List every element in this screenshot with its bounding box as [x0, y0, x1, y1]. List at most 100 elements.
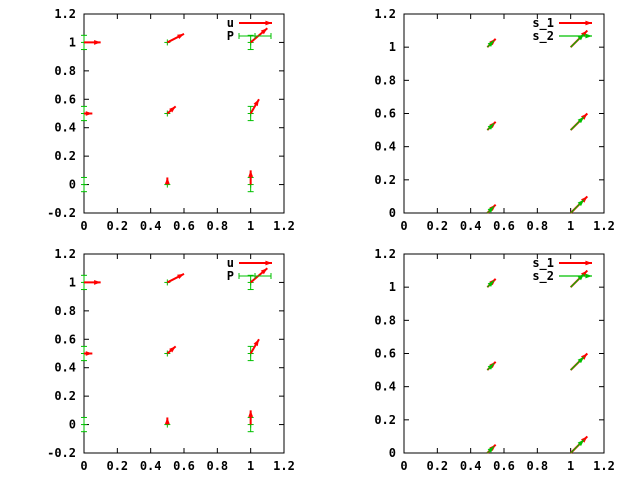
vector-arrow-s_2-head — [487, 123, 494, 130]
y-tick-label: -0.2 — [47, 206, 76, 220]
vector-arrow-s_2-head — [487, 40, 494, 47]
vector-arrow-u-head — [169, 106, 176, 113]
y-tick-label: 0.4 — [54, 121, 76, 135]
vector-arrow-u-head — [164, 417, 170, 425]
y-tick-label: -0.2 — [47, 446, 76, 460]
vector-arrow-u-head — [164, 177, 170, 185]
y-tick-label: 0.2 — [54, 389, 76, 403]
x-tick-label: 0.2 — [426, 459, 448, 473]
x-tick-label: 1.2 — [593, 219, 615, 233]
legend-label: P — [227, 269, 234, 283]
x-tick-label: 0 — [400, 459, 407, 473]
x-tick-label: 0.4 — [460, 459, 482, 473]
y-tick-label: 0.6 — [54, 92, 76, 106]
y-tick-label: 1 — [389, 280, 396, 294]
x-tick-label: 0.8 — [526, 459, 548, 473]
vector-arrow-u-head — [248, 410, 254, 417]
y-tick-label: 0.6 — [374, 107, 396, 121]
vector-arrow-u-head — [253, 339, 259, 347]
y-tick-label: 0.4 — [374, 380, 396, 394]
y-tick-label: 1.2 — [374, 7, 396, 21]
x-tick-label: 1 — [567, 219, 574, 233]
x-tick-label: 0.4 — [460, 219, 482, 233]
vector-arrow-s_1-head — [580, 30, 588, 37]
y-tick-label: 0.6 — [374, 347, 396, 361]
y-tick-label: 0 — [69, 418, 76, 432]
y-tick-label: 0.2 — [374, 173, 396, 187]
vector-arrow-s_2-head — [487, 280, 494, 287]
x-tick-label: 0.8 — [526, 219, 548, 233]
vector-arrow-u-head — [248, 170, 254, 177]
vector-arrow-s_1-head — [580, 196, 588, 203]
vector-arrow-u-head — [177, 33, 184, 40]
vector-arrow-u-head — [85, 351, 93, 356]
subplot-top-left: 0 0.2 0.4 0.6 0.8 1 1.2 -0.2 0 0.2 0.4 0.6 0.8 1 1.2 uP — [47, 7, 295, 233]
vector-arrow-u-head — [94, 280, 101, 285]
y-tick-label: 0.8 — [374, 73, 396, 87]
legend-label: u — [227, 256, 234, 270]
vector-arrow-s_2-head — [577, 356, 584, 364]
x-tick-label: 0.6 — [173, 219, 195, 233]
y-tick-label: 1.2 — [54, 247, 76, 261]
y-tick-label: 1 — [69, 35, 76, 49]
x-tick-label: 1 — [247, 219, 254, 233]
vector-arrow-u-head — [85, 111, 93, 116]
legend-arrow-u-head — [265, 20, 272, 26]
vector-arrow-u-head — [177, 273, 184, 280]
y-tick-label: 1 — [69, 275, 76, 289]
x-tick-label: 0.4 — [140, 219, 162, 233]
plot-border — [83, 13, 285, 214]
vector-arrow-s_1-head — [580, 270, 588, 277]
legend-arrow-s_2-head — [585, 33, 592, 39]
vector-arrow-s_2-head — [487, 206, 494, 213]
vector-arrow-s_2-head — [577, 199, 584, 207]
subplot-bottom-left: 0 0.2 0.4 0.6 0.8 1 1.2 -0.2 0 0.2 0.4 0.6 0.8 1 1.2 uP — [47, 247, 295, 473]
x-tick-label: 1.2 — [593, 459, 615, 473]
subplot-bottom-right: 0 0.2 0.4 0.6 0.8 1 1.2 0 0.2 0.4 0.6 0.8 1 1.2 s_1s_2 — [374, 247, 615, 473]
plot-border — [83, 253, 285, 454]
legend-label: u — [227, 16, 234, 30]
vector-arrow-s_1-head — [580, 436, 588, 443]
x-tick-label: 0.4 — [140, 459, 162, 473]
y-tick-label: 0.2 — [374, 413, 396, 427]
legend-label: s_2 — [532, 29, 554, 44]
x-tick-label: 0.2 — [426, 219, 448, 233]
x-tick-label: 1.2 — [273, 459, 295, 473]
y-tick-label: 0.8 — [374, 313, 396, 327]
legend-label: s_1 — [532, 16, 554, 31]
y-tick-label: 0.4 — [54, 361, 76, 375]
x-tick-label: 0.8 — [206, 459, 228, 473]
y-tick-label: 1.2 — [54, 7, 76, 21]
y-tick-label: 0 — [389, 446, 396, 460]
subplot-top-right: 0 0.2 0.4 0.6 0.8 1 1.2 0 0.2 0.4 0.6 0.8 1 1.2 s_1s_2 — [374, 7, 615, 233]
vector-arrow-s_2-head — [577, 116, 584, 124]
y-tick-label: 0 — [69, 178, 76, 192]
y-tick-label: 0.6 — [54, 332, 76, 346]
x-tick-label: 0.6 — [493, 219, 515, 233]
x-tick-label: 0 — [80, 459, 87, 473]
vector-arrow-s_1-head — [580, 113, 588, 120]
vector-arrow-s_2-head — [487, 363, 494, 370]
vector-arrow-u-head — [253, 99, 259, 107]
x-tick-label: 0.6 — [173, 459, 195, 473]
x-tick-label: 0 — [400, 219, 407, 233]
vector-arrow-u-head — [260, 28, 268, 35]
legend-arrow-s_2-head — [585, 273, 592, 279]
y-tick-label: 0.8 — [54, 64, 76, 78]
x-tick-label: 0 — [80, 219, 87, 233]
vector-arrow-s_2-head — [487, 446, 494, 453]
vector-arrow-s_1-head — [580, 353, 588, 360]
legend-arrow-s_1-head — [585, 260, 592, 266]
legend-label: s_1 — [532, 256, 554, 271]
legend-arrow-u-head — [265, 260, 272, 266]
y-tick-label: 0 — [389, 206, 396, 220]
y-tick-label: 0.2 — [54, 149, 76, 163]
x-tick-label: 0.6 — [493, 459, 515, 473]
vector-arrow-s_2-head — [577, 439, 584, 447]
legend-label: P — [227, 29, 234, 43]
y-tick-label: 0.4 — [374, 140, 396, 154]
x-tick-label: 0.8 — [206, 219, 228, 233]
x-tick-label: 1.2 — [273, 219, 295, 233]
x-tick-label: 0.2 — [106, 459, 128, 473]
